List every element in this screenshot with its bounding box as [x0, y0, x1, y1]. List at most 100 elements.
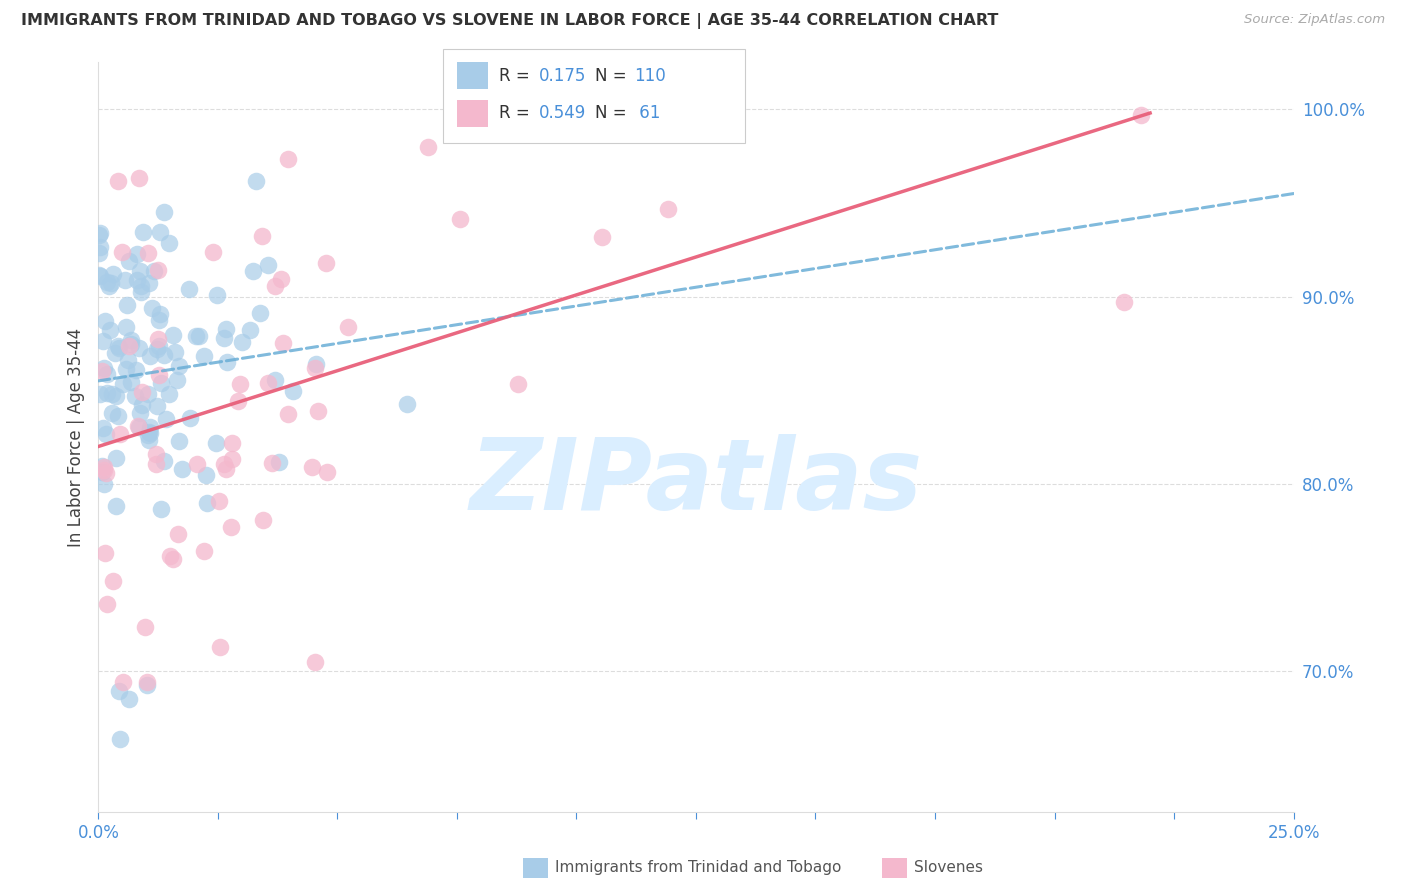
Point — [89, 268, 111, 283]
Text: 0.549: 0.549 — [538, 104, 586, 122]
Point — [104, 346, 127, 360]
Point — [100, 277, 122, 291]
Point — [205, 288, 228, 302]
Point — [117, 254, 139, 268]
Point — [508, 377, 530, 392]
Point — [159, 549, 181, 563]
Point — [256, 258, 278, 272]
Text: 0.175: 0.175 — [538, 67, 586, 85]
Point — [94, 466, 117, 480]
Y-axis label: In Labor Force | Age 35-44: In Labor Force | Age 35-44 — [66, 327, 84, 547]
Point — [145, 457, 167, 471]
Point — [134, 620, 156, 634]
Point — [89, 226, 111, 240]
Point — [136, 675, 159, 690]
Point — [167, 434, 190, 448]
Point — [94, 314, 117, 328]
Point — [221, 520, 243, 534]
Point — [252, 229, 274, 244]
Point — [270, 271, 292, 285]
Point — [138, 425, 160, 439]
Point — [193, 349, 215, 363]
Point — [146, 263, 169, 277]
Point — [202, 244, 225, 259]
Point — [103, 574, 125, 589]
Point — [1129, 108, 1152, 122]
Point — [167, 359, 190, 373]
Point — [120, 375, 142, 389]
Point — [167, 527, 190, 541]
Point — [91, 420, 114, 434]
Point — [127, 273, 149, 287]
Point — [195, 496, 218, 510]
Point — [104, 389, 127, 403]
Point — [120, 337, 142, 351]
Point — [114, 362, 136, 376]
Point — [221, 436, 243, 450]
Point — [208, 494, 231, 508]
Point — [91, 334, 114, 348]
Point — [115, 298, 138, 312]
Point — [118, 692, 141, 706]
Point — [117, 353, 139, 368]
Point — [145, 399, 167, 413]
Point — [157, 236, 180, 251]
Point — [139, 350, 162, 364]
Point — [153, 348, 176, 362]
Point — [91, 364, 114, 378]
Point — [149, 307, 172, 321]
Point — [315, 256, 337, 270]
Point — [209, 640, 232, 654]
Point — [304, 655, 326, 669]
Point — [214, 331, 236, 345]
Point — [143, 264, 166, 278]
Point — [166, 373, 188, 387]
Point — [277, 407, 299, 421]
Point — [657, 202, 679, 217]
Point — [132, 225, 155, 239]
Text: 110: 110 — [634, 67, 666, 85]
Point — [104, 450, 127, 465]
Point — [252, 512, 274, 526]
Point — [396, 397, 419, 411]
Point — [145, 447, 167, 461]
Point — [87, 268, 110, 283]
Point — [148, 338, 170, 352]
Point — [125, 363, 148, 377]
Point — [215, 461, 238, 475]
Point — [157, 387, 180, 401]
Point — [153, 454, 176, 468]
Point — [96, 386, 118, 401]
Point — [153, 205, 176, 219]
Point — [93, 360, 115, 375]
Point — [93, 477, 115, 491]
Text: Immigrants from Trinidad and Tobago: Immigrants from Trinidad and Tobago — [555, 860, 842, 874]
Point — [304, 360, 326, 375]
Point — [245, 174, 267, 188]
Point — [138, 276, 160, 290]
Point — [162, 552, 184, 566]
Text: 61: 61 — [634, 104, 661, 122]
Point — [242, 264, 264, 278]
Point — [205, 436, 228, 450]
Point — [107, 409, 129, 423]
Point — [149, 501, 172, 516]
Point — [128, 420, 150, 434]
Point — [1112, 294, 1135, 309]
Point — [416, 140, 439, 154]
Point — [239, 323, 262, 337]
Point — [148, 313, 170, 327]
Text: ZIPatlas: ZIPatlas — [470, 434, 922, 531]
Point — [187, 329, 209, 343]
Point — [217, 355, 239, 369]
Point — [138, 387, 160, 401]
Point — [114, 320, 136, 334]
Point — [111, 245, 134, 260]
Point — [281, 384, 304, 398]
Point — [112, 377, 135, 392]
Point — [214, 457, 236, 471]
Point — [129, 279, 152, 293]
Point — [96, 368, 118, 382]
Point — [90, 466, 112, 480]
Point — [267, 455, 290, 469]
